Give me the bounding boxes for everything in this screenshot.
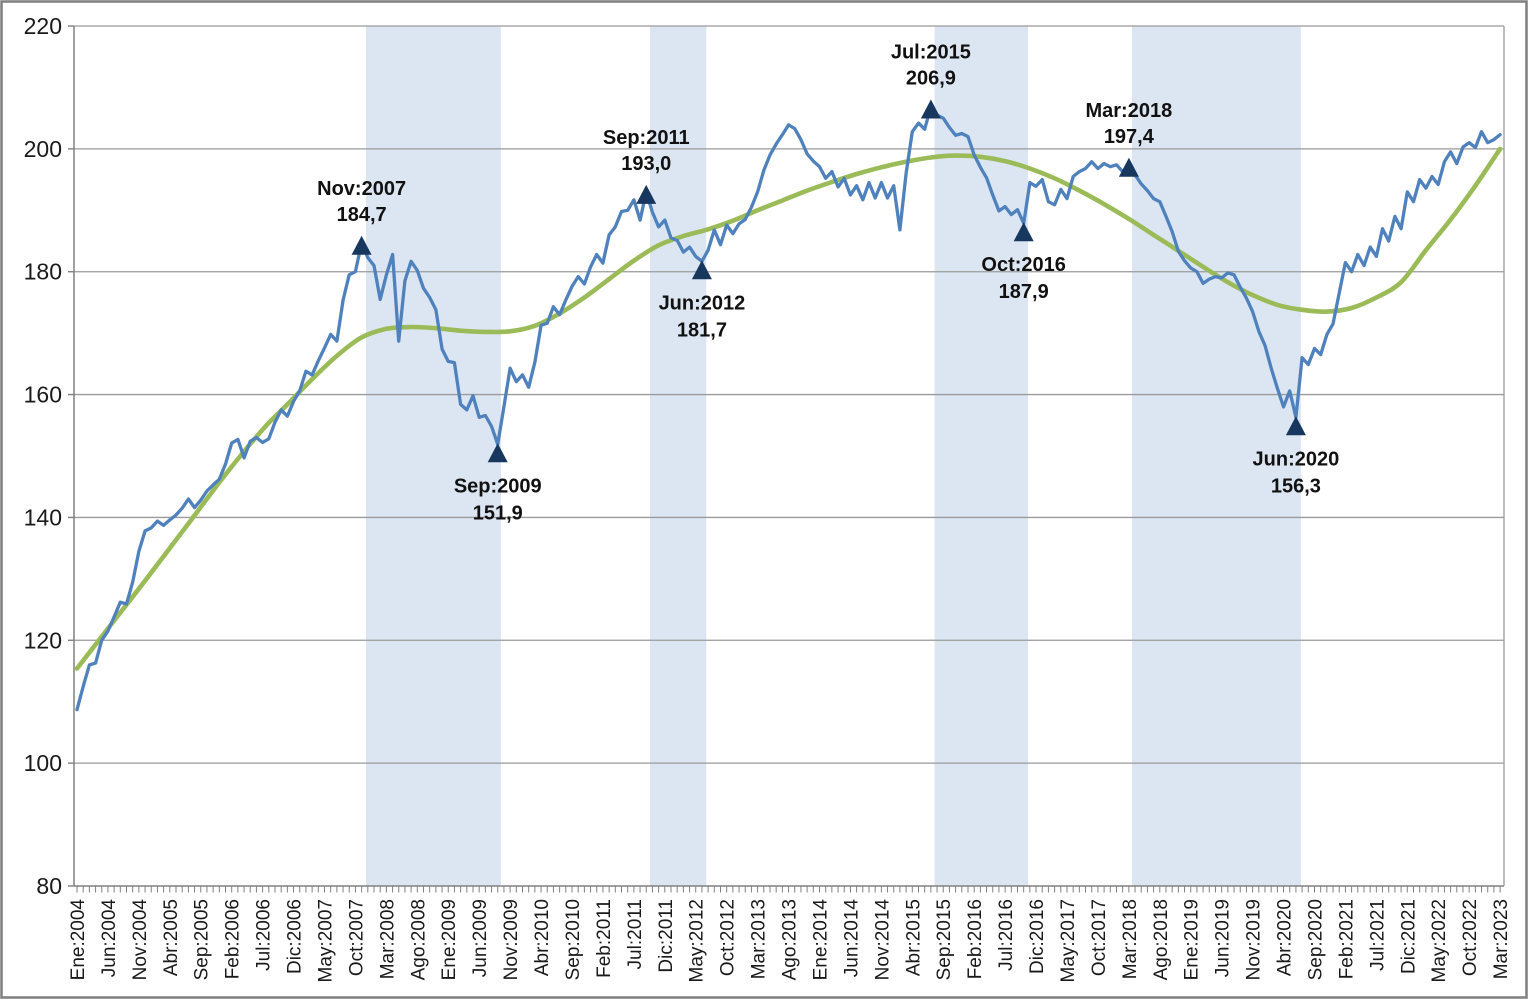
x-axis-label: Sep:2010: [563, 899, 584, 980]
recession-band: [1132, 26, 1301, 886]
x-axis-label: Ene:2014: [810, 899, 831, 981]
x-axis-label: Jul:2011: [625, 899, 646, 969]
recession-band: [366, 26, 501, 886]
x-axis-label: Feb:2006: [223, 899, 244, 979]
x-axis-label: Ene:2009: [439, 899, 460, 980]
x-axis-label: May:2022: [1429, 899, 1450, 982]
annotation-date: Jul:2015: [891, 41, 971, 63]
annotation-date: Sep:2009: [454, 475, 542, 497]
x-axis-label: Oct:2017: [1089, 899, 1110, 976]
x-axis-label: Abr:2020: [1275, 899, 1296, 976]
y-axis-label: 160: [24, 382, 62, 408]
x-axis-label: Nov:2009: [501, 899, 522, 980]
x-axis-label: Jun:2014: [841, 899, 862, 978]
x-axis-label: Dic:2011: [656, 899, 677, 973]
recession-band: [650, 26, 707, 886]
y-axis-label: 100: [24, 750, 62, 776]
x-axis-label: Mar:2023: [1491, 899, 1512, 979]
x-axis-label: Mar:2013: [749, 899, 770, 979]
annotation-date: Jun:2012: [659, 292, 746, 314]
x-axis-label: Feb:2021: [1336, 899, 1357, 979]
x-axis-label: Sep:2005: [192, 899, 213, 980]
x-axis-label: Dic:2006: [285, 899, 306, 974]
x-axis-label: Jul:2021: [1367, 899, 1388, 971]
annotation-date: Nov:2007: [317, 178, 406, 200]
x-axis-label: Sep:2015: [934, 899, 955, 980]
x-axis-label: Nov:2019: [1244, 899, 1265, 980]
x-axis-label: Jun:2009: [470, 899, 491, 977]
x-axis-label: Ago:2013: [780, 899, 801, 980]
recession-bands: [366, 26, 1301, 886]
x-axis-label: Ene:2019: [1182, 899, 1203, 980]
x-axis-label: Dic:2016: [1027, 899, 1048, 974]
annotation-value: 156,3: [1271, 475, 1321, 497]
turning-point-marker: [691, 260, 712, 280]
y-axis-label: 120: [24, 627, 62, 653]
annotation-value: 181,7: [677, 319, 727, 341]
x-axis-label: Ago:2008: [408, 899, 429, 980]
annotation-value: 193,0: [621, 153, 671, 175]
annotation-date: Mar:2018: [1085, 100, 1172, 122]
annotation-value: 184,7: [337, 204, 387, 226]
turning-point-marker: [1118, 157, 1139, 177]
y-axis-label: 220: [24, 13, 62, 39]
turning-point-marker: [920, 99, 941, 119]
x-axis-label: Abr:2015: [903, 899, 924, 976]
x-axis-label: Nov:2004: [130, 899, 151, 981]
x-axis-label: Feb:2011: [594, 899, 615, 978]
turning-point-marker: [487, 443, 508, 463]
x-axis-label: Abr:2010: [532, 899, 553, 976]
annotations: Nov:2007 184,7 Sep:2009 151,9 Sep:2011 193,0 J…: [317, 41, 1339, 524]
x-axis-label: Jul:2006: [254, 899, 275, 971]
x-axis-label: Dic:2021: [1398, 899, 1419, 974]
x-axis-label: Jun:2004: [99, 899, 120, 978]
annotation-date: Oct:2016: [981, 254, 1066, 276]
x-axis-label: Feb:2016: [965, 899, 986, 979]
annotation-date: Sep:2011: [603, 127, 690, 149]
annotation-value: 151,9: [473, 502, 523, 524]
turning-point-marker: [1285, 416, 1306, 436]
x-axis-label: Ago:2018: [1151, 899, 1172, 980]
x-axis-label: Jun:2019: [1213, 899, 1234, 977]
turning-point-marker: [1013, 222, 1034, 242]
y-axis-label: 140: [24, 504, 62, 530]
x-axis-label: Oct:2007: [346, 899, 367, 976]
trend-line: [74, 146, 1503, 671]
x-axis-label: May:2017: [1058, 899, 1079, 982]
x-axis-label: Nov:2014: [872, 899, 893, 981]
y-axis-label: 80: [36, 873, 62, 899]
x-axis-label: Oct:2022: [1460, 899, 1481, 976]
x-axis: Ene:2004 Jun:2004 Nov:2004 Abr:2005 Sep:2005…: [68, 886, 1512, 982]
annotation-value: 206,9: [906, 67, 956, 89]
turning-point-marker: [636, 184, 657, 204]
x-axis-label: May:2007: [315, 899, 336, 982]
x-axis-label: Mar:2018: [1120, 899, 1141, 979]
annotation-date: Jun:2020: [1253, 448, 1340, 470]
x-axis-label: Jul:2016: [996, 899, 1017, 971]
y-axis-label: 180: [24, 259, 62, 285]
x-axis-label: Oct:2012: [718, 899, 739, 976]
annotation-value: 187,9: [999, 281, 1049, 303]
x-axis-label: Sep:2020: [1305, 899, 1326, 980]
annotation-value: 197,4: [1104, 126, 1155, 148]
monthly-line: [75, 104, 1502, 712]
x-axis-label: Ene:2004: [68, 899, 89, 981]
y-axis-label: 200: [24, 136, 62, 162]
x-axis-label: May:2012: [687, 899, 708, 982]
x-axis-label: Mar:2008: [377, 899, 398, 979]
turning-point-marker: [351, 235, 372, 255]
x-axis-label: Abr:2005: [161, 899, 182, 976]
